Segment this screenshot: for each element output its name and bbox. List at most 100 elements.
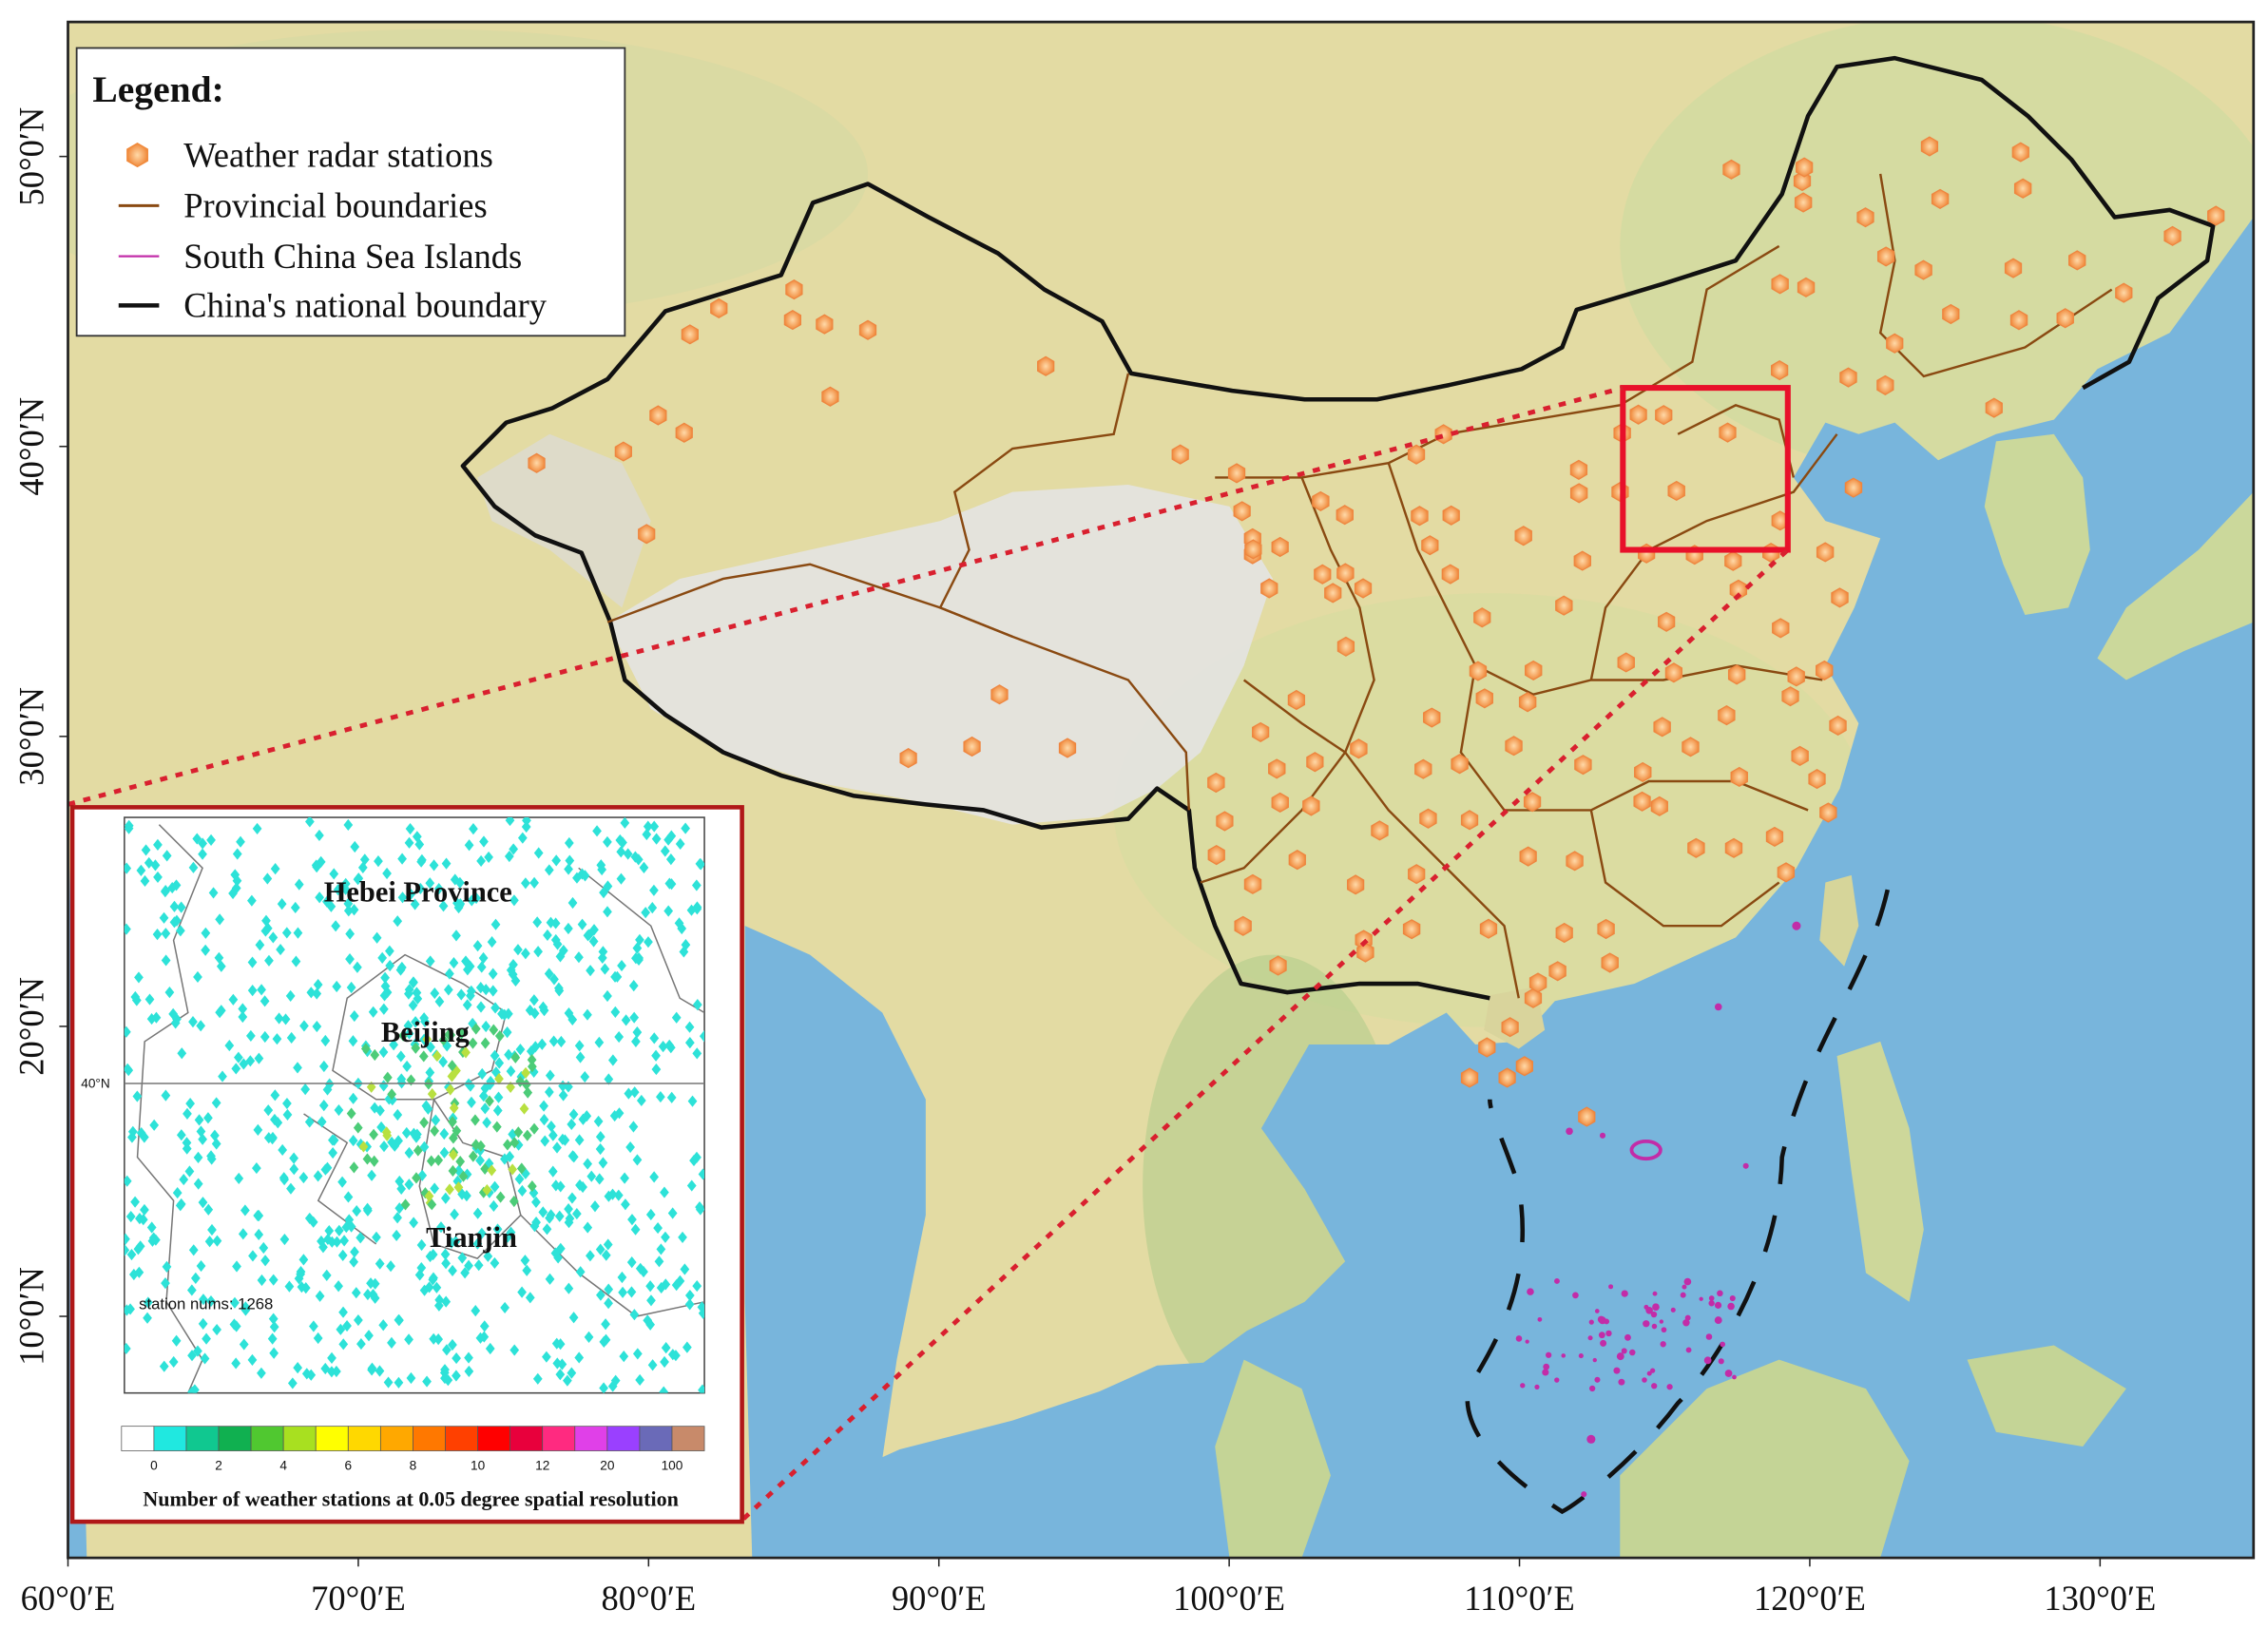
island	[1546, 1351, 1552, 1358]
inset-station	[124, 1233, 130, 1245]
colorbar-cell	[509, 1426, 544, 1451]
island	[1682, 1319, 1690, 1327]
inset-station	[262, 922, 273, 934]
inset-station	[677, 922, 687, 935]
colorbar-cell	[477, 1426, 511, 1451]
radar-station	[1876, 374, 1894, 395]
inset-station	[695, 1203, 705, 1216]
inset-station	[699, 1030, 705, 1043]
radar-station	[1729, 579, 1748, 600]
inset-station	[364, 1330, 374, 1342]
inset-station	[545, 1069, 555, 1082]
inset-station	[124, 822, 134, 834]
inset-station	[532, 916, 543, 929]
inset-station	[482, 1117, 491, 1129]
inset-station	[621, 1198, 630, 1211]
radar-station	[1479, 918, 1498, 939]
radar-station	[528, 452, 546, 473]
island	[1720, 1341, 1726, 1348]
inset-station	[272, 1033, 282, 1045]
radar-station	[1724, 837, 1743, 858]
radar-station	[1260, 578, 1278, 599]
radar-station	[1569, 483, 1588, 504]
island	[1718, 1358, 1724, 1365]
inset-station	[649, 1171, 660, 1183]
island	[1666, 1384, 1673, 1390]
colorbar-cell	[606, 1426, 641, 1451]
inset-station	[598, 946, 608, 958]
inset-station	[144, 856, 154, 870]
inset-station	[617, 959, 626, 972]
inset-station	[618, 1286, 627, 1298]
inset-station	[624, 1087, 634, 1100]
inset-station	[289, 1163, 299, 1176]
inset-station	[506, 964, 516, 976]
inset-station	[542, 1223, 552, 1236]
inset-station	[612, 970, 623, 983]
x-axis-label: 60°0′E	[21, 1579, 116, 1618]
inset-station	[603, 880, 613, 892]
island	[1588, 1319, 1594, 1325]
inset-station	[631, 1035, 641, 1048]
island	[1592, 1357, 1597, 1363]
island	[1520, 1383, 1526, 1389]
inset-station	[382, 867, 392, 880]
island	[1537, 1316, 1543, 1322]
inset-station	[448, 1264, 457, 1277]
province-line	[606, 563, 1013, 638]
inset-station	[433, 1333, 444, 1346]
inset-station	[467, 1096, 476, 1108]
inset-station	[259, 1241, 269, 1255]
radar-station	[1638, 543, 1656, 564]
inset-station-dense	[430, 1124, 440, 1137]
inset-station	[146, 1221, 157, 1234]
island	[1714, 1301, 1722, 1309]
inset-station	[397, 891, 408, 904]
inset-station	[247, 956, 258, 968]
inset-station	[124, 1244, 130, 1256]
radar-station	[1555, 922, 1573, 944]
inset-station	[558, 945, 568, 957]
borders	[460, 55, 2216, 1515]
inset-station	[204, 1236, 215, 1248]
inset-station	[572, 872, 582, 884]
inset-station	[385, 945, 394, 957]
radar-station	[1207, 772, 1225, 794]
inset-station	[206, 1150, 216, 1162]
island	[1578, 1353, 1584, 1359]
radar-station	[681, 324, 699, 345]
x-axis-label: 90°0′E	[892, 1579, 987, 1618]
inset-station	[236, 835, 245, 848]
inset-station	[394, 1202, 405, 1215]
island	[1621, 1348, 1627, 1354]
radar-station	[1171, 444, 1189, 465]
colorbar-cell	[542, 1426, 576, 1451]
inset-station	[593, 1115, 604, 1127]
radar-station	[649, 405, 667, 426]
inset-station	[476, 1227, 487, 1239]
island	[1621, 1290, 1628, 1297]
inset-station-dense	[494, 1073, 504, 1085]
inset-station	[696, 858, 705, 871]
inset-station	[403, 1020, 413, 1032]
island	[1661, 1327, 1667, 1333]
inset-station	[198, 837, 208, 850]
radar-station	[1402, 919, 1421, 940]
inset-station	[583, 1158, 593, 1170]
radar-station	[1505, 736, 1523, 757]
radar-station	[1770, 359, 1789, 381]
bay-of-bengal	[744, 926, 926, 1559]
inset-station	[568, 1151, 579, 1163]
inset-station	[259, 1030, 270, 1044]
inset-station	[438, 900, 449, 912]
inset-region-label: Hebei Province	[324, 875, 512, 908]
inset-station	[555, 950, 566, 963]
inset-station	[350, 840, 360, 853]
inset-station	[291, 955, 301, 968]
inset-station	[378, 1045, 389, 1059]
inset-station	[216, 960, 226, 972]
inset-station	[404, 836, 414, 849]
inset-station	[425, 877, 435, 890]
inset-station	[179, 1174, 189, 1186]
inset-station	[447, 1236, 456, 1249]
